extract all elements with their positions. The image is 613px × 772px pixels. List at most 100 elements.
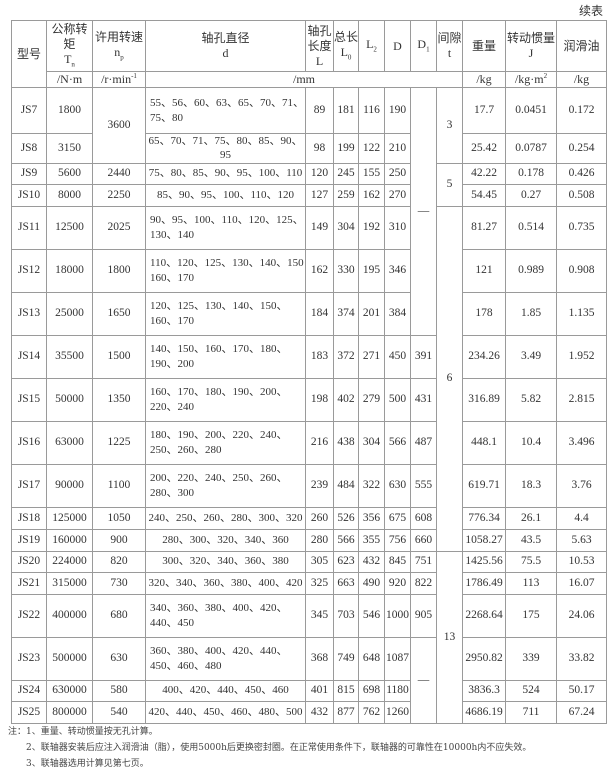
cell-inertia: 0.0787 (505, 133, 557, 164)
cell-oil: 0.908 (556, 248, 607, 293)
table-row: JS17 90000 1100 200、220、240、250、260、280、300… (11, 463, 607, 508)
cell-gap: 6 (436, 205, 463, 552)
cell-bore: 340、360、380、400、420、440、450 (145, 593, 306, 638)
cell-speed: 630 (92, 636, 146, 681)
cell-bore-length: 98 (305, 133, 334, 164)
coupling-spec-table: 型号 公称转矩 Tn 许用转速 np 轴孔直径 d 轴孔长度 L 总长 L0 L2 D D… (11, 20, 607, 724)
table-row: JS10 8000 2250 85、90、95、100、110、120 127 259 16… (11, 183, 607, 207)
cell-speed: 2440 (92, 162, 146, 185)
cell-d1: 555 (410, 463, 437, 508)
cell-d1: 660 (410, 528, 437, 552)
cell-bore: 55、56、60、63、65、70、71、75、80 (145, 87, 306, 134)
header-bore: 轴孔直径 d (145, 20, 306, 72)
cell-l2: 201 (358, 291, 385, 336)
cell-speed: 3600 (92, 87, 146, 164)
cell-bore-length: 183 (305, 334, 334, 379)
cell-bore: 420、440、450、460、480、500 (145, 700, 306, 724)
cell-weight: 619.71 (462, 463, 506, 508)
cell-oil: 0.254 (556, 133, 607, 164)
cell-inertia: 0.514 (505, 205, 557, 250)
cell-torque: 160000 (46, 528, 93, 552)
cell-model: JS13 (11, 291, 47, 336)
cell-weight: 121 (462, 248, 506, 293)
cell-model: JS15 (11, 377, 47, 422)
cell-weight: 1425.56 (462, 550, 506, 573)
cell-bore-length: 368 (305, 636, 334, 681)
cell-d: 1087 (384, 636, 411, 681)
cell-bore: 360、380、400、420、440、450、460、480 (145, 636, 306, 681)
cell-speed: 2025 (92, 205, 146, 250)
cell-l2: 122 (358, 133, 385, 164)
cell-weight: 17.7 (462, 87, 506, 134)
cell-l2: 762 (358, 700, 385, 724)
cell-model: JS17 (11, 463, 47, 508)
cell-bore: 240、250、260、280、300、320 (145, 506, 306, 530)
cell-bore-length: 305 (305, 550, 334, 573)
cell-total-length: 374 (333, 291, 359, 336)
cell-inertia: 0.0451 (505, 87, 557, 134)
cell-weight: 776.34 (462, 506, 506, 530)
cell-weight: 1058.27 (462, 528, 506, 552)
cell-bore: 120、125、130、140、150、160、170 (145, 291, 306, 336)
cell-oil: 0.172 (556, 87, 607, 134)
cell-bore-length: 239 (305, 463, 334, 508)
table-row: JS7 1800 3600 55、56、60、63、65、70、71、75、80 89 1… (11, 87, 607, 336)
cell-speed: 540 (92, 700, 146, 724)
table-row: JS25 800000 540 420、440、450、460、480、500 432 8… (11, 700, 607, 724)
unit-mm: /mm (145, 71, 463, 88)
cell-d1: — (410, 87, 437, 336)
cell-d: 566 (384, 420, 411, 465)
cell-total-length: 259 (333, 183, 359, 207)
cell-inertia: 43.5 (505, 528, 557, 552)
cell-model: JS16 (11, 420, 47, 465)
cell-weight: 54.45 (462, 183, 506, 207)
cell-l2: 648 (358, 636, 385, 681)
cell-model: JS22 (11, 593, 47, 638)
cell-total-length: 815 (333, 679, 359, 702)
cell-inertia: 0.178 (505, 162, 557, 185)
cell-d: 270 (384, 183, 411, 207)
cell-torque: 8000 (46, 183, 93, 207)
cell-total-length: 438 (333, 420, 359, 465)
cell-torque: 12500 (46, 205, 93, 250)
note-3: 3、联轴器选用计算见第七页。 (26, 759, 149, 769)
cell-l2: 155 (358, 162, 385, 185)
table-row: JS19 160000 900 280、300、320、340、360 280 566 35… (11, 528, 607, 552)
cell-bore: 300、320、340、360、380 (145, 550, 306, 573)
header-gap: 间隙 t (436, 20, 463, 72)
cell-torque: 400000 (46, 593, 93, 638)
cell-d: 210 (384, 133, 411, 164)
table-row: JS13 25000 1650 120、125、130、140、150、160、170… (11, 291, 607, 336)
cell-torque: 800000 (46, 700, 93, 724)
cell-d: 1000 (384, 593, 411, 638)
note-2: 2、联轴器安装后应注入润滑油（脂），使用5000h后更换密封圈。在正常使用条件下… (26, 743, 532, 753)
table-row: JS24 630000 580 400、420、440、450、460 401 815 69… (11, 679, 607, 702)
cell-d: 675 (384, 506, 411, 530)
unit-inertia: /kg·m2 (505, 71, 557, 88)
cell-speed: 1050 (92, 506, 146, 530)
cell-weight: 316.89 (462, 377, 506, 422)
cell-weight: 4686.19 (462, 700, 506, 724)
cell-bore-length: 345 (305, 593, 334, 638)
cell-d: 190 (384, 87, 411, 134)
cell-inertia: 339 (505, 636, 557, 681)
header-model: 型号 (11, 20, 47, 88)
table-row: JS23 500000 630 360、380、400、420、440、450、460… (11, 636, 607, 724)
cell-d1: 905 (410, 593, 437, 638)
cell-bore-length: 432 (305, 700, 334, 724)
cell-speed: 1650 (92, 291, 146, 336)
cell-l2: 192 (358, 205, 385, 250)
table-row: JS16 63000 1225 180、190、200、220、240、250、260… (11, 420, 607, 465)
cell-l2: 698 (358, 679, 385, 702)
cell-model: JS23 (11, 636, 47, 681)
header-d1: D1 (410, 20, 437, 72)
cell-inertia: 113 (505, 571, 557, 595)
cell-l2: 355 (358, 528, 385, 552)
cell-total-length: 199 (333, 133, 359, 164)
cell-l2: 356 (358, 506, 385, 530)
cell-inertia: 18.3 (505, 463, 557, 508)
cell-model: JS20 (11, 550, 47, 573)
cell-weight: 234.26 (462, 334, 506, 379)
header-bore-length: 轴孔长度 L (305, 20, 334, 72)
cell-bore: 320、340、360、380、400、420 (145, 571, 306, 595)
